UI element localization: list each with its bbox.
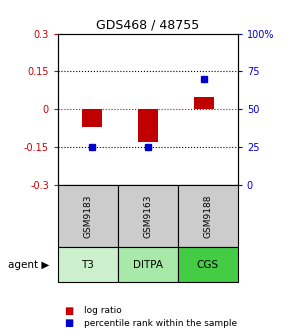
Text: GSM9163: GSM9163: [143, 194, 153, 238]
Text: log ratio: log ratio: [84, 306, 122, 315]
Text: ■: ■: [64, 306, 73, 316]
Text: CGS: CGS: [197, 260, 219, 269]
Text: GSM9188: GSM9188: [203, 194, 212, 238]
Bar: [194, 97, 214, 109]
Text: GSM9183: GSM9183: [84, 194, 93, 238]
Text: DITPA: DITPA: [133, 260, 163, 269]
Bar: [82, 109, 101, 127]
Bar: [138, 109, 158, 142]
Title: GDS468 / 48755: GDS468 / 48755: [96, 18, 200, 31]
Text: agent ▶: agent ▶: [8, 260, 49, 269]
Text: T3: T3: [81, 260, 95, 269]
Text: ■: ■: [64, 318, 73, 328]
Text: percentile rank within the sample: percentile rank within the sample: [84, 319, 237, 328]
